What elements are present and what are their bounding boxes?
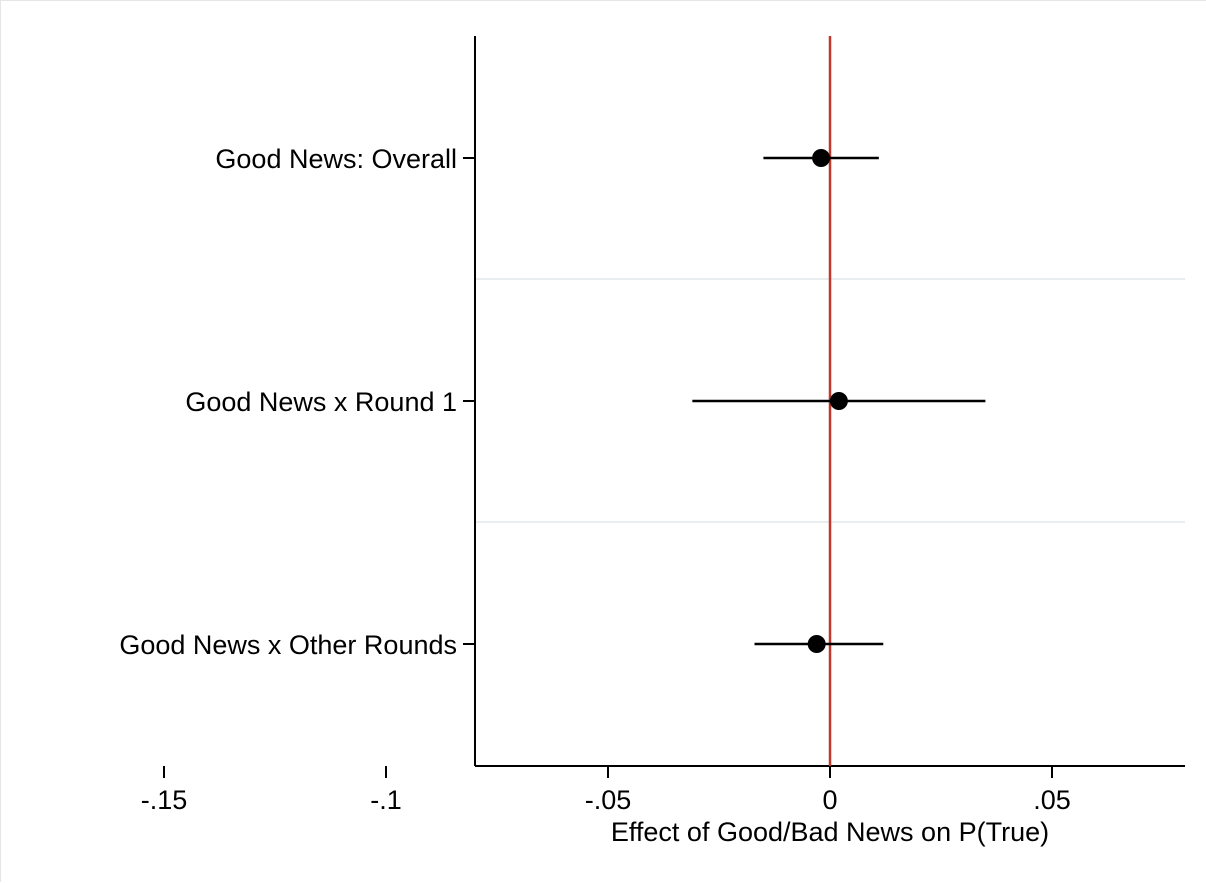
category-label-2: Good News x Round 1	[185, 387, 457, 417]
x-axis-title: Effect of Good/Bad News on P(True)	[611, 817, 1049, 847]
x-tick-label-3: -.05	[585, 785, 632, 815]
point-estimate-3	[807, 635, 826, 653]
point-estimate-1	[812, 149, 831, 167]
category-label-1: Good News: Overall	[215, 144, 457, 174]
point-estimate-2	[829, 392, 848, 410]
point-estimates	[807, 149, 848, 653]
x-tick-label-4: 0	[822, 785, 837, 815]
x-tick-label-5: .05	[1033, 785, 1071, 815]
category-label-3: Good News x Other Rounds	[119, 630, 457, 660]
x-tick-label-1: -.15	[141, 785, 188, 815]
category-labels: Good News: Overall Good News x Round 1 Goo…	[119, 144, 475, 660]
x-tick-label-2: -.1	[370, 785, 402, 815]
x-axis-ticks: -.15-.1-.050.05.1.15	[141, 766, 1071, 815]
